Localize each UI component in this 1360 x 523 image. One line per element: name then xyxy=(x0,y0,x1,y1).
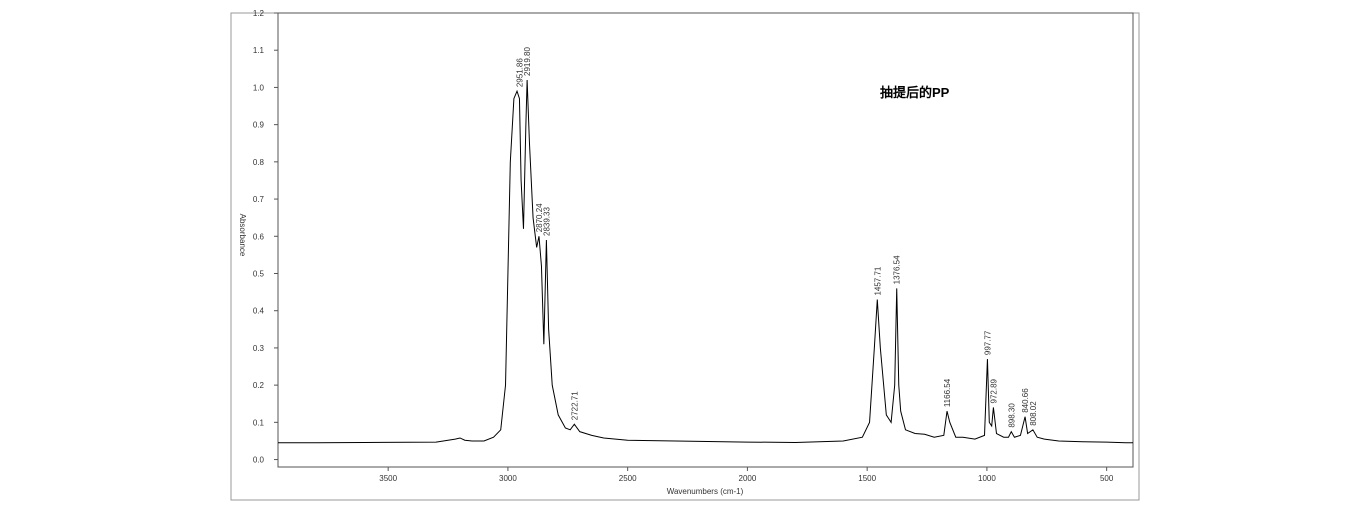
x-tick-label: 500 xyxy=(1100,474,1114,483)
peak-label: 2839.33 xyxy=(542,207,551,236)
y-tick-label: 0.7 xyxy=(253,195,265,204)
peak-label: 2722.71 xyxy=(570,391,579,420)
x-tick-label: 3000 xyxy=(499,474,517,483)
x-tick-label: 3500 xyxy=(379,474,397,483)
y-tick-label: 0.2 xyxy=(253,381,265,390)
y-tick-label: 0.4 xyxy=(253,307,265,316)
x-tick-label: 2500 xyxy=(619,474,637,483)
x-tick-label: 1500 xyxy=(858,474,876,483)
y-tick-label: 1.0 xyxy=(253,83,265,92)
y-tick-label: 0.5 xyxy=(253,269,265,278)
peak-label: 2951.86 xyxy=(515,58,524,87)
y-tick-label: 0.1 xyxy=(253,418,265,427)
y-tick-label: 1.2 xyxy=(253,9,265,18)
x-tick-label: 2000 xyxy=(739,474,757,483)
peak-label: 2870.24 xyxy=(535,203,544,232)
peak-label: 808.02 xyxy=(1029,401,1038,426)
y-tick-label: 0.0 xyxy=(253,456,265,465)
y-axis-label: Absorbance xyxy=(238,214,247,257)
peak-label: 2919.80 xyxy=(523,47,532,76)
y-tick-label: 0.8 xyxy=(253,158,265,167)
y-tick-label: 0.6 xyxy=(253,232,265,241)
y-tick-label: 0.9 xyxy=(253,121,265,130)
x-axis-label: Wavenumbers (cm-1) xyxy=(667,487,744,496)
peak-label: 997.77 xyxy=(983,330,992,355)
plot-area xyxy=(277,12,1134,468)
annotation: 抽提后的PP xyxy=(880,85,950,100)
x-tick-label: 1000 xyxy=(978,474,996,483)
peak-label: 840.66 xyxy=(1021,388,1030,413)
peak-label: 1166.54 xyxy=(943,378,952,407)
peak-label: 972.89 xyxy=(989,378,998,403)
y-tick-label: 0.3 xyxy=(253,344,265,353)
y-tick-label: 1.1 xyxy=(253,46,265,55)
frame xyxy=(230,12,1140,501)
peak-label: 1376.54 xyxy=(893,255,902,284)
peak-label: 898.30 xyxy=(1007,403,1016,428)
peak-label: 1457.71 xyxy=(873,266,882,295)
spectrum-line xyxy=(278,79,1133,444)
